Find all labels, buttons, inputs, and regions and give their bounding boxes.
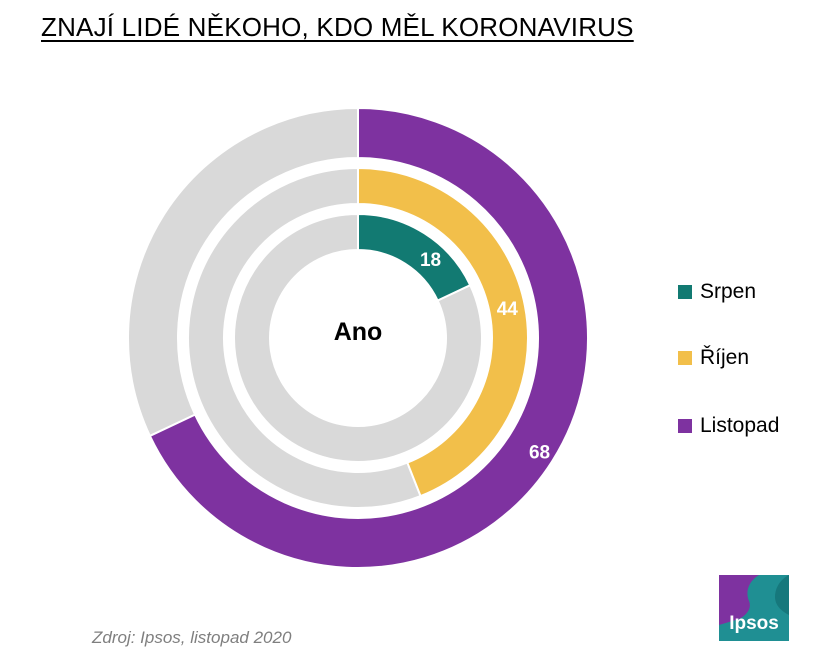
legend-item-listopad: Listopad [678,414,779,438]
ring-segment-srpen [357,212,472,302]
ring-remainder-rijen [187,166,422,509]
data-label-listopad: 68 [529,443,550,464]
legend-swatch-listopad [678,419,692,433]
data-label-srpen: 18 [420,250,441,271]
legend-item-srpen: Srpen [678,280,756,304]
chart-title: ZNAJÍ LIDÉ NĚKOHO, KDO MĚL KORONAVIRUS [41,12,634,42]
ring-remainder-srpen [233,212,483,463]
ipsos-logo: Ipsos [719,575,789,641]
legend-label-srpen: Srpen [700,280,757,303]
legend-label-rijen: Říjen [700,346,750,369]
legend-label-listopad: Listopad [700,414,780,437]
source-note: Zdroj: Ipsos, listopad 2020 [92,628,292,647]
legend-item-rijen: Říjen [678,346,749,370]
legend-swatch-srpen [678,285,692,299]
ring-segment-rijen [357,166,529,498]
ring-segment-listopad [148,106,589,569]
data-label-rijen: 44 [497,299,519,320]
center-label: Ano [334,318,383,346]
legend-swatch-rijen [678,351,692,365]
logo-head-icon [719,575,789,625]
logo-text: Ipsos [729,613,779,634]
